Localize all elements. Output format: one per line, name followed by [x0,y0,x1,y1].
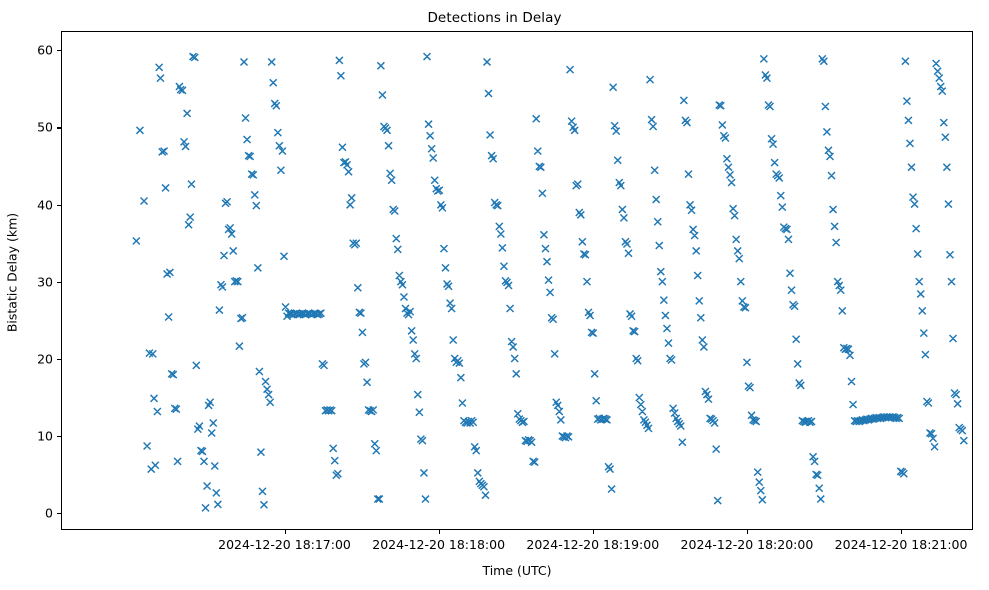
x-tick-mark [746,530,749,534]
y-axis-label: Bistatic Delay (km) [4,212,20,333]
plot-area[interactable] [61,31,973,530]
x-axis-label: Time (UTC) [482,563,552,578]
x-tick-label: 2024-12-20 18:17:00 [218,537,351,552]
x-tick-mark [284,530,286,534]
x-tick-label: 2024-12-20 18:18:00 [372,537,506,552]
x-tick-label: 2024-12-20 18:21:00 [834,537,968,552]
chart-title: Detections in Delay [427,10,562,26]
x-tick-mark [438,530,440,534]
scatter-markers [132,52,968,512]
x-tick-label: 2024-12-20 18:20:00 [680,537,814,552]
x-tick-mark [901,530,903,534]
x-tick-mark [592,530,594,534]
scatter-point-path [132,52,968,512]
x-tick-label: 2024-12-20 18:19:00 [526,537,660,552]
